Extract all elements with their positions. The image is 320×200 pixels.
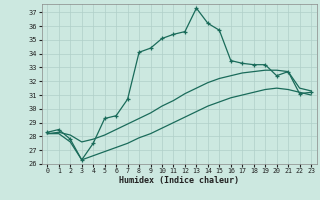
- X-axis label: Humidex (Indice chaleur): Humidex (Indice chaleur): [119, 176, 239, 185]
